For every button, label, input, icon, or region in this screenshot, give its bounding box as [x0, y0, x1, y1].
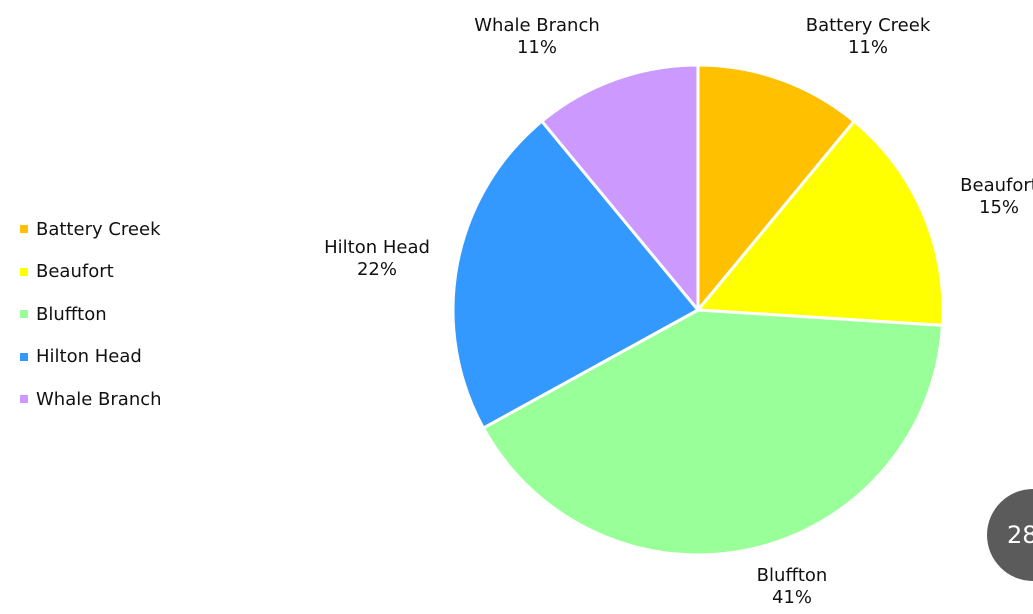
pie-slice-battery-creek: [696, 63, 856, 312]
pie-label-whale-branch: Whale Branch 11%: [474, 15, 600, 59]
legend-swatch-beaufort: [20, 267, 28, 276]
legend-label-beaufort: Beaufort: [36, 261, 114, 283]
pie-label-name-whale-branch: Whale Branch: [474, 15, 600, 36]
legend-label-hilton-head: Hilton Head: [36, 346, 142, 368]
legend-item-beaufort: Beaufort: [20, 251, 240, 294]
pie-slice-hilton-head: [451, 119, 700, 430]
pie-label-percent-hilton-head: 22%: [356, 259, 397, 280]
legend-swatch-bluffton: [20, 310, 28, 319]
legend-label-whale-branch: Whale Branch: [36, 388, 162, 410]
pie-slice-beaufort: [696, 119, 945, 327]
pie-label-name-beaufort: Beaufort: [960, 175, 1033, 196]
legend-label-bluffton: Bluffton: [36, 303, 107, 325]
pie-label-percent-battery-creek: 11%: [847, 37, 888, 58]
pie-label-battery-creek: Battery Creek 11%: [806, 15, 931, 59]
legend-label-battery-creek: Battery Creek: [36, 218, 161, 240]
legend-swatch-hilton-head: [20, 352, 28, 361]
pie-slice-bluffton: [481, 308, 945, 557]
legend-item-bluffton: Bluffton: [20, 293, 240, 336]
legend-swatch-battery-creek: [20, 225, 28, 234]
pie-label-bluffton: Bluffton 41%: [757, 565, 828, 609]
chart-legend: Battery Creek Beaufort Bluffton Hilton H…: [20, 208, 240, 421]
legend-item-hilton-head: Hilton Head: [20, 336, 240, 379]
page-number: 28: [1007, 521, 1033, 549]
legend-swatch-whale-branch: [20, 395, 28, 404]
pie-label-percent-whale-branch: 11%: [516, 37, 557, 58]
pie-label-name-bluffton: Bluffton: [756, 565, 828, 586]
pie-label-beaufort: Beaufort 15%: [960, 175, 1033, 219]
pie-label-name-battery-creek: Battery Creek: [805, 15, 931, 36]
pie-label-percent-bluffton: 41%: [771, 587, 813, 608]
pie-label-percent-beaufort: 15%: [978, 197, 1020, 218]
pie-slice-whale-branch: [540, 63, 700, 312]
legend-item-battery-creek: Battery Creek: [20, 208, 240, 251]
legend-item-whale-branch: Whale Branch: [20, 378, 240, 421]
pie-label-hilton-head: Hilton Head 22%: [324, 237, 430, 281]
pie-label-name-hilton-head: Hilton Head: [324, 237, 430, 258]
